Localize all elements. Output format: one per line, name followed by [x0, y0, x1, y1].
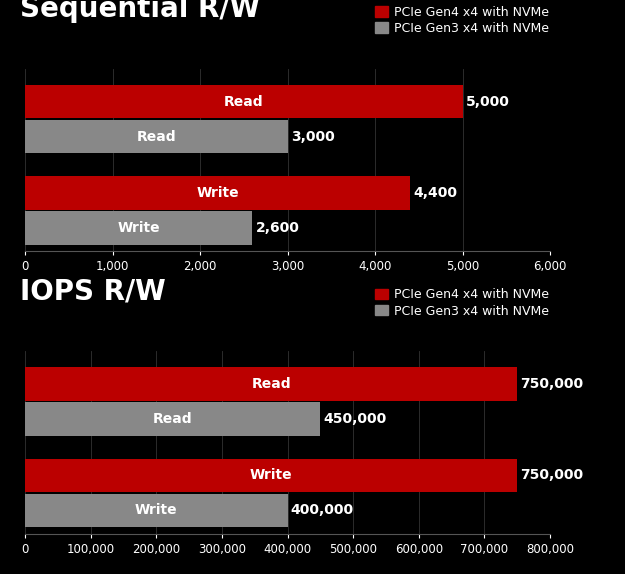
Bar: [25, 367, 518, 401]
Bar: [25, 402, 321, 436]
Text: 750,000: 750,000: [521, 377, 584, 391]
Bar: [25, 120, 288, 153]
Text: 450,000: 450,000: [324, 412, 387, 426]
Text: Sequential R/W: Sequential R/W: [20, 0, 260, 24]
Text: Write: Write: [135, 503, 178, 517]
Text: 2,600: 2,600: [256, 221, 299, 235]
Text: Read: Read: [136, 130, 176, 144]
Bar: [25, 211, 253, 245]
Text: Write: Write: [250, 468, 292, 482]
Text: 5,000: 5,000: [466, 95, 509, 108]
Bar: [25, 494, 288, 528]
Text: Read: Read: [251, 377, 291, 391]
Legend: PCIe Gen4 x4 with NVMe, PCIe Gen3 x4 with NVMe: PCIe Gen4 x4 with NVMe, PCIe Gen3 x4 wit…: [375, 6, 549, 35]
Text: 400,000: 400,000: [291, 503, 354, 517]
Text: Write: Write: [118, 221, 160, 235]
Text: 750,000: 750,000: [521, 468, 584, 482]
Text: Read: Read: [153, 412, 192, 426]
Text: 4,400: 4,400: [413, 186, 457, 200]
Text: 3,000: 3,000: [291, 130, 334, 144]
Bar: [25, 85, 462, 118]
Bar: [25, 176, 410, 210]
Text: Read: Read: [224, 95, 264, 108]
Legend: PCIe Gen4 x4 with NVMe, PCIe Gen3 x4 with NVMe: PCIe Gen4 x4 with NVMe, PCIe Gen3 x4 wit…: [375, 289, 549, 317]
Bar: [25, 459, 518, 492]
Text: IOPS R/W: IOPS R/W: [20, 278, 166, 306]
Text: Write: Write: [196, 186, 239, 200]
